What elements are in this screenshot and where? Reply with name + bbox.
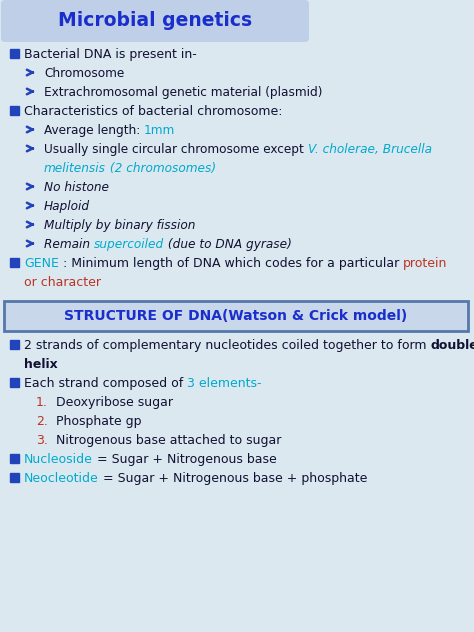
Bar: [10, 340, 19, 349]
Text: Usually single circular chromosome except: Usually single circular chromosome excep…: [44, 143, 308, 156]
Text: Nitrogenous base attached to sugar: Nitrogenous base attached to sugar: [56, 434, 282, 447]
Text: Characteristics of bacterial chromosome:: Characteristics of bacterial chromosome:: [24, 105, 283, 118]
Text: helix: helix: [24, 358, 58, 371]
FancyBboxPatch shape: [4, 301, 468, 331]
Text: Extrachromosomal genetic material (plasmid): Extrachromosomal genetic material (plasm…: [44, 86, 322, 99]
Bar: [10, 473, 19, 482]
Text: : Minimum length of DNA which codes for a particular: : Minimum length of DNA which codes for …: [59, 257, 403, 270]
Text: = Sugar + Nitrogenous base: = Sugar + Nitrogenous base: [93, 453, 277, 466]
Text: supercoiled: supercoiled: [94, 238, 164, 251]
Text: Haploid: Haploid: [44, 200, 90, 213]
Text: Phosphate gp: Phosphate gp: [56, 415, 142, 428]
Text: 3 elements-: 3 elements-: [187, 377, 262, 390]
Text: melitensis: melitensis: [44, 162, 106, 175]
Bar: [10, 49, 19, 58]
Bar: [10, 378, 19, 387]
Text: Microbial genetics: Microbial genetics: [58, 11, 252, 30]
Text: Deoxyribose sugar: Deoxyribose sugar: [56, 396, 173, 409]
Text: Multiply by binary fission: Multiply by binary fission: [44, 219, 195, 232]
Text: 2.: 2.: [36, 415, 48, 428]
Text: 2 strands of complementary nucleotides coiled together to form: 2 strands of complementary nucleotides c…: [24, 339, 430, 352]
Text: 3.: 3.: [36, 434, 48, 447]
Bar: [10, 106, 19, 115]
Text: Each strand composed of: Each strand composed of: [24, 377, 187, 390]
Text: Remain: Remain: [44, 238, 94, 251]
Text: No histone: No histone: [44, 181, 109, 194]
Text: V. cholerae, Brucella: V. cholerae, Brucella: [308, 143, 432, 156]
Text: = Sugar + Nitrogenous base + phosphate: = Sugar + Nitrogenous base + phosphate: [99, 472, 367, 485]
Text: double: double: [430, 339, 474, 352]
Text: 1mm: 1mm: [144, 124, 175, 137]
Text: (due to DNA gyrase): (due to DNA gyrase): [164, 238, 292, 251]
Bar: [10, 258, 19, 267]
Text: GENE: GENE: [24, 257, 59, 270]
Text: Chromosome: Chromosome: [44, 67, 124, 80]
Text: Average length:: Average length:: [44, 124, 144, 137]
Text: or character: or character: [24, 276, 101, 289]
Text: (2 chromosomes): (2 chromosomes): [106, 162, 216, 175]
Text: Bacterial DNA is present in-: Bacterial DNA is present in-: [24, 48, 197, 61]
Text: 1.: 1.: [36, 396, 48, 409]
Bar: [10, 454, 19, 463]
FancyBboxPatch shape: [1, 0, 309, 42]
Text: Neocleotide: Neocleotide: [24, 472, 99, 485]
Text: Nucleoside: Nucleoside: [24, 453, 93, 466]
Text: protein: protein: [403, 257, 447, 270]
Text: STRUCTURE OF DNA(Watson & Crick model): STRUCTURE OF DNA(Watson & Crick model): [64, 309, 408, 323]
